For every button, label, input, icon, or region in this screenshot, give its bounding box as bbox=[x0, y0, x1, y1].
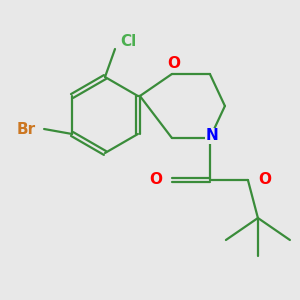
Text: O: O bbox=[149, 172, 162, 188]
Text: Cl: Cl bbox=[120, 34, 136, 49]
Text: O: O bbox=[167, 56, 180, 71]
Text: O: O bbox=[258, 172, 271, 188]
Text: N: N bbox=[206, 128, 218, 143]
Text: Br: Br bbox=[17, 122, 36, 136]
